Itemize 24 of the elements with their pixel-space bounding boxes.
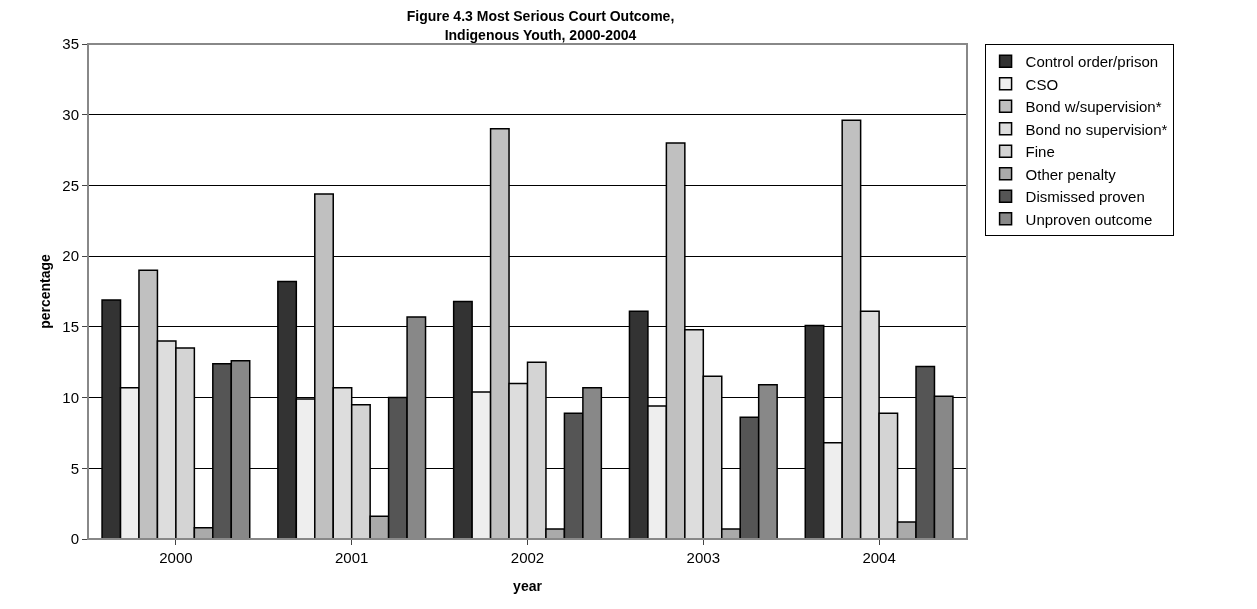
legend-label: CSO xyxy=(1025,75,1059,93)
x-tick-label: 2002 xyxy=(510,549,545,566)
y-tick-label: 35 xyxy=(62,35,79,53)
y-tick-label: 30 xyxy=(62,105,79,123)
x-axis-title: year xyxy=(513,578,543,594)
legend-label: Fine xyxy=(1025,143,1055,161)
x-tick-label: 2000 xyxy=(159,549,193,566)
y-tick-label: 5 xyxy=(70,459,79,477)
y-axis-title: percentage xyxy=(37,253,53,329)
x-tick-label: 2003 xyxy=(686,549,720,566)
chart-title: Figure 4.3 Most Serious Court Outcome, Indigenous Youth, 2000-2004 xyxy=(406,8,675,43)
y-tick-label: 20 xyxy=(62,247,79,265)
legend-label: Bond w/supervision* xyxy=(1025,98,1162,116)
y-tick-label: 10 xyxy=(62,388,79,406)
legend-label: Unproven outcome xyxy=(1025,210,1153,228)
legend-label: Control order/prison xyxy=(1025,53,1159,71)
legend-label: Dismissed proven xyxy=(1025,188,1145,206)
y-tick-label: 25 xyxy=(62,176,79,194)
x-tick-label: 2001 xyxy=(335,549,369,566)
legend-label: Bond no supervision* xyxy=(1025,120,1168,138)
x-tick-label: 2004 xyxy=(862,549,896,566)
y-tick-label: 15 xyxy=(62,318,79,336)
legend-label: Other penalty xyxy=(1025,165,1117,183)
y-tick-label: 0 xyxy=(70,530,79,548)
